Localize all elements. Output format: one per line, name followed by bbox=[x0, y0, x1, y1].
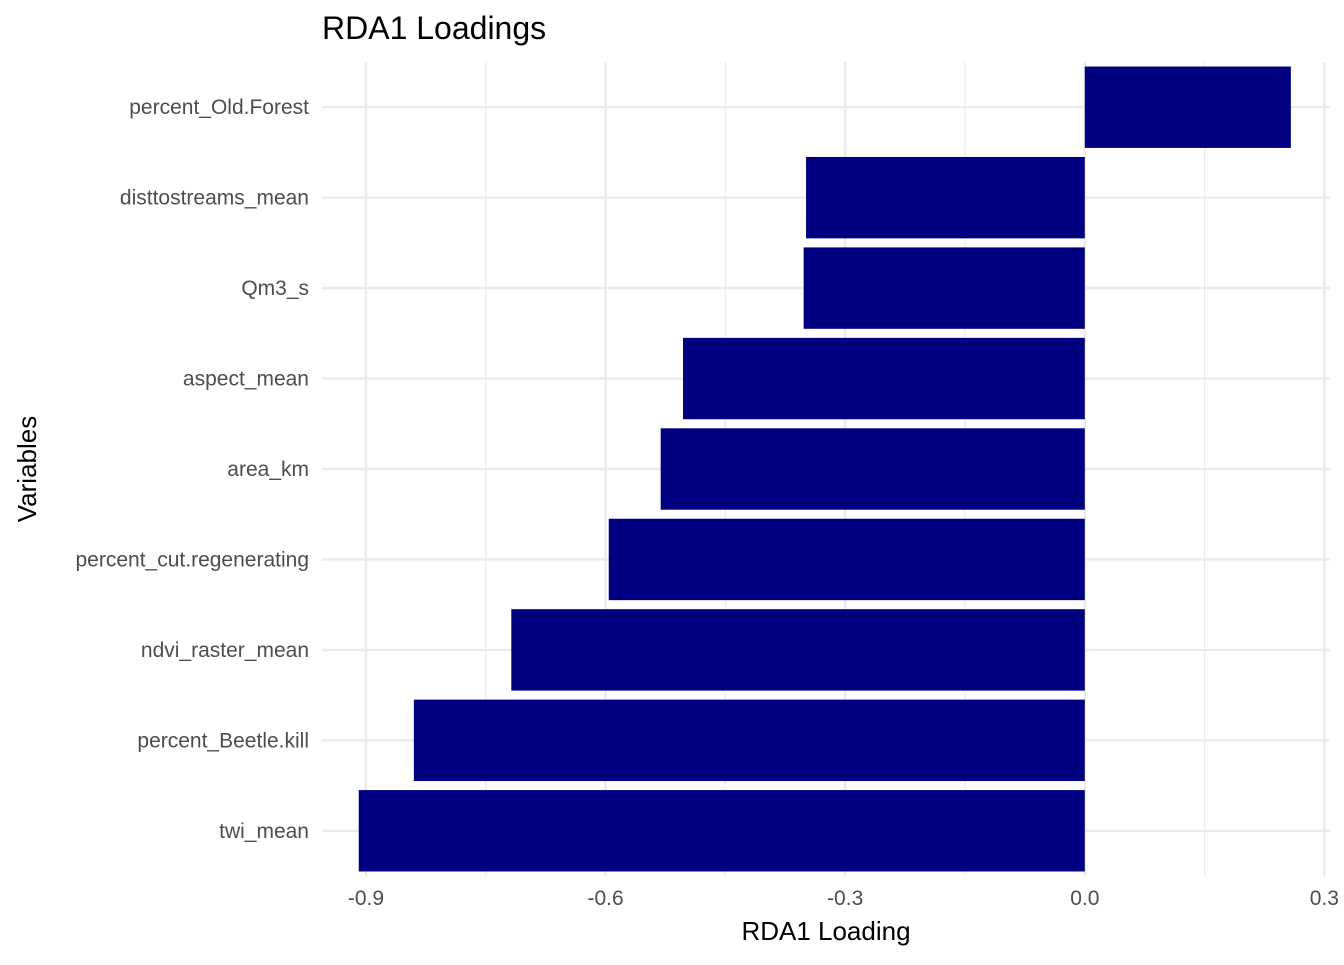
y-tick-label: twi_mean bbox=[219, 820, 309, 843]
y-axis-title: Variables bbox=[12, 416, 42, 522]
y-tick-label: disttostreams_mean bbox=[120, 187, 309, 210]
x-tick-label: 0.3 bbox=[1310, 887, 1339, 910]
x-tick-label: -0.3 bbox=[827, 887, 863, 910]
x-tick-label: 0.0 bbox=[1070, 887, 1099, 910]
y-tick-label: aspect_mean bbox=[183, 368, 309, 391]
bar bbox=[806, 156, 1085, 239]
bar-layer bbox=[358, 66, 1291, 872]
y-tick-label: percent_cut.regenerating bbox=[76, 548, 310, 571]
bar bbox=[511, 609, 1085, 691]
y-tick-label: percent_Old.Forest bbox=[129, 96, 309, 119]
y-tick-label: area_km bbox=[227, 458, 309, 481]
bar bbox=[608, 518, 1085, 601]
x-axis-title: RDA1 Loading bbox=[741, 916, 910, 946]
x-tick-label: -0.6 bbox=[587, 887, 623, 910]
bar bbox=[683, 337, 1085, 420]
bar bbox=[358, 790, 1085, 872]
chart-title: RDA1 Loadings bbox=[322, 10, 546, 46]
y-tick-label: percent_Beetle.kill bbox=[137, 729, 309, 752]
y-tick-label: Qm3_s bbox=[241, 277, 309, 300]
bar bbox=[803, 247, 1085, 329]
bar bbox=[660, 428, 1085, 510]
y-tick-label: ndvi_raster_mean bbox=[141, 639, 309, 662]
bar bbox=[1084, 66, 1291, 148]
bar bbox=[413, 699, 1085, 782]
x-tick-label: -0.9 bbox=[348, 887, 384, 910]
axis-layer: percent_Old.Forest disttostreams_mean Qm3_… bbox=[76, 96, 1340, 910]
